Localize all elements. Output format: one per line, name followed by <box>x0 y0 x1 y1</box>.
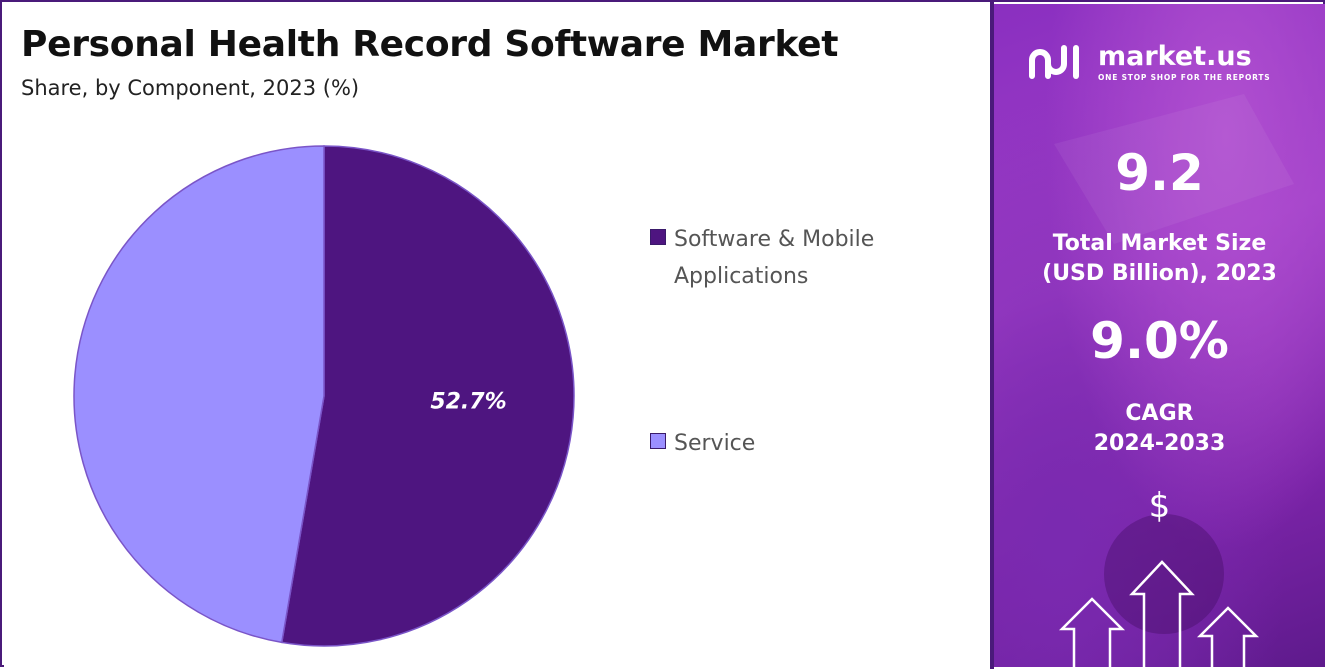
dollar-icon: $ <box>1148 486 1171 526</box>
cagr-label-line1: CAGR <box>1125 401 1194 426</box>
legend-item-software: Software & Mobile Applications <box>650 221 914 295</box>
legend-label-software: Software & Mobile Applications <box>674 227 875 289</box>
panel-divider <box>990 2 994 669</box>
pie-label-software: 52.7% <box>430 389 506 414</box>
brand-tagline: ONE STOP SHOP FOR THE REPORTS <box>1098 72 1271 82</box>
chart-panel: Personal Health Record Software Market S… <box>4 4 990 667</box>
stats-sidebar: market.us ONE STOP SHOP FOR THE REPORTS … <box>994 4 1325 667</box>
brand-logo: market.us ONE STOP SHOP FOR THE REPORTS <box>1026 42 1271 82</box>
growth-arrows-icon <box>1054 94 1294 667</box>
market-size-label-line2: (USD Billion), 2023 <box>1042 261 1277 286</box>
chart-subtitle: Share, by Component, 2023 (%) <box>21 76 360 100</box>
market-size-label-line1: Total Market Size <box>1052 231 1267 256</box>
pie-slice-software <box>280 145 575 647</box>
legend-swatch-service <box>650 433 666 449</box>
pie-slice-service <box>73 145 325 644</box>
pie-chart: 52.7% <box>73 145 575 647</box>
cagr-label-line2: 2024-2033 <box>1093 431 1226 456</box>
legend-label-service: Service <box>674 431 756 456</box>
brand-name: market.us <box>1098 40 1252 72</box>
legend-item-service: Service <box>650 425 914 462</box>
market-us-logo-icon <box>1029 45 1079 79</box>
chart-title: Personal Health Record Software Market <box>21 24 839 65</box>
cagr-value: 9.0% <box>1090 312 1229 370</box>
legend-swatch-software <box>650 229 666 245</box>
market-size-value: 9.2 <box>1115 144 1204 202</box>
